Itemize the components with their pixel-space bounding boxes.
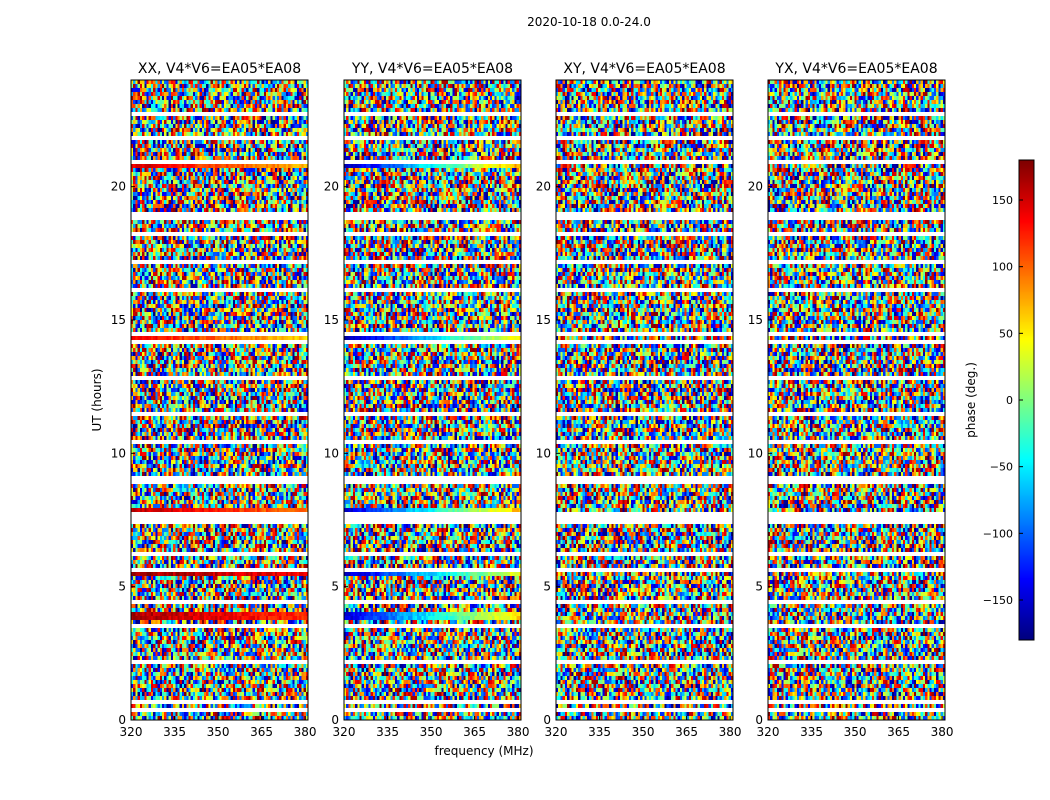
panel-title: XX, V4*V6=EA05*EA08 <box>138 61 301 77</box>
x-tick-label: 350 <box>632 725 655 739</box>
x-tick-label: 335 <box>376 725 399 739</box>
y-tick-label: 10 <box>324 446 339 460</box>
x-tick-label: 380 <box>507 725 530 739</box>
y-tick-label: 5 <box>331 580 339 594</box>
x-tick-label: 320 <box>120 725 143 739</box>
y-tick-label: 20 <box>111 180 126 194</box>
y-tick-label: 20 <box>748 180 763 194</box>
colorbar-label: phase (deg.) <box>964 362 978 438</box>
x-tick-label: 350 <box>844 725 867 739</box>
x-tick-label: 380 <box>719 725 742 739</box>
panel-frame <box>555 79 734 721</box>
panel-1: YY, V4*V6=EA05*EA08 320 335 350 365 380 0 5 10 15… <box>324 61 530 739</box>
y-tick-label: 0 <box>118 713 126 727</box>
y-axis-label: UT (hours) <box>90 368 104 431</box>
y-tick-label: 5 <box>118 580 126 594</box>
y-tick-label: 15 <box>748 313 763 327</box>
panel-title: YX, V4*V6=EA05*EA08 <box>774 61 937 77</box>
x-tick-label: 335 <box>163 725 186 739</box>
x-tick-label: 335 <box>588 725 611 739</box>
y-tick-label: 10 <box>111 446 126 460</box>
x-tick-label: 350 <box>420 725 443 739</box>
y-tick-label: 0 <box>331 713 339 727</box>
y-tick-label: 15 <box>111 313 126 327</box>
panels-group: XX, V4*V6=EA05*EA08 320 335 350 365 380 0 5 10 15… <box>111 61 954 739</box>
y-tick-label: 20 <box>324 180 339 194</box>
colorbar-tick-label: 0 <box>1006 394 1013 407</box>
x-tick-label: 365 <box>675 725 698 739</box>
phase-heatmap <box>344 80 521 720</box>
colorbar: 150 100 50 0 −50 −100 −150 <box>983 159 1035 641</box>
x-tick-label: 350 <box>207 725 230 739</box>
panel-frame <box>343 79 522 721</box>
y-tick-label: 15 <box>324 313 339 327</box>
y-tick-label: 5 <box>755 580 763 594</box>
colorbar-tick-label: −50 <box>990 461 1013 474</box>
panel-title: YY, V4*V6=EA05*EA08 <box>351 61 513 77</box>
colorbar-gradient <box>1019 160 1034 640</box>
x-axis-label: frequency (MHz) <box>434 744 533 758</box>
x-tick-label: 320 <box>333 725 356 739</box>
colorbar-tick-label: 50 <box>999 327 1013 340</box>
colorbar-tick-label: 150 <box>992 194 1013 207</box>
phase-heatmap <box>131 80 308 720</box>
panel-frame <box>130 79 309 721</box>
y-tick-label: 20 <box>536 180 551 194</box>
y-tick-label: 10 <box>536 446 551 460</box>
x-tick-label: 380 <box>294 725 317 739</box>
y-tick-label: 0 <box>755 713 763 727</box>
x-tick-label: 380 <box>931 725 954 739</box>
x-tick-label: 365 <box>463 725 486 739</box>
panel-title: XY, V4*V6=EA05*EA08 <box>563 61 725 77</box>
phase-heatmap <box>768 80 945 720</box>
y-tick-label: 10 <box>748 446 763 460</box>
x-tick-label: 320 <box>545 725 568 739</box>
colorbar-tick-label: −150 <box>983 594 1013 607</box>
figure-suptitle: 2020-10-18 0.0-24.0 <box>527 15 651 29</box>
phase-heatmap <box>556 80 733 720</box>
colorbar-tick-label: 100 <box>992 261 1013 274</box>
x-tick-label: 365 <box>250 725 273 739</box>
panel-0: XX, V4*V6=EA05*EA08 320 335 350 365 380 0 5 10 15… <box>111 61 317 739</box>
y-tick-label: 0 <box>543 713 551 727</box>
x-tick-label: 365 <box>887 725 910 739</box>
panel-2: XY, V4*V6=EA05*EA08 320 335 350 365 380 0 5 10 15… <box>536 61 742 739</box>
x-tick-label: 320 <box>757 725 780 739</box>
y-tick-label: 5 <box>543 580 551 594</box>
y-tick-label: 15 <box>536 313 551 327</box>
panel-frame <box>767 79 946 721</box>
colorbar-tick-label: −100 <box>983 527 1013 540</box>
x-tick-label: 335 <box>800 725 823 739</box>
panel-3: YX, V4*V6=EA05*EA08 320 335 350 365 380 0 5 10 15… <box>748 61 954 739</box>
